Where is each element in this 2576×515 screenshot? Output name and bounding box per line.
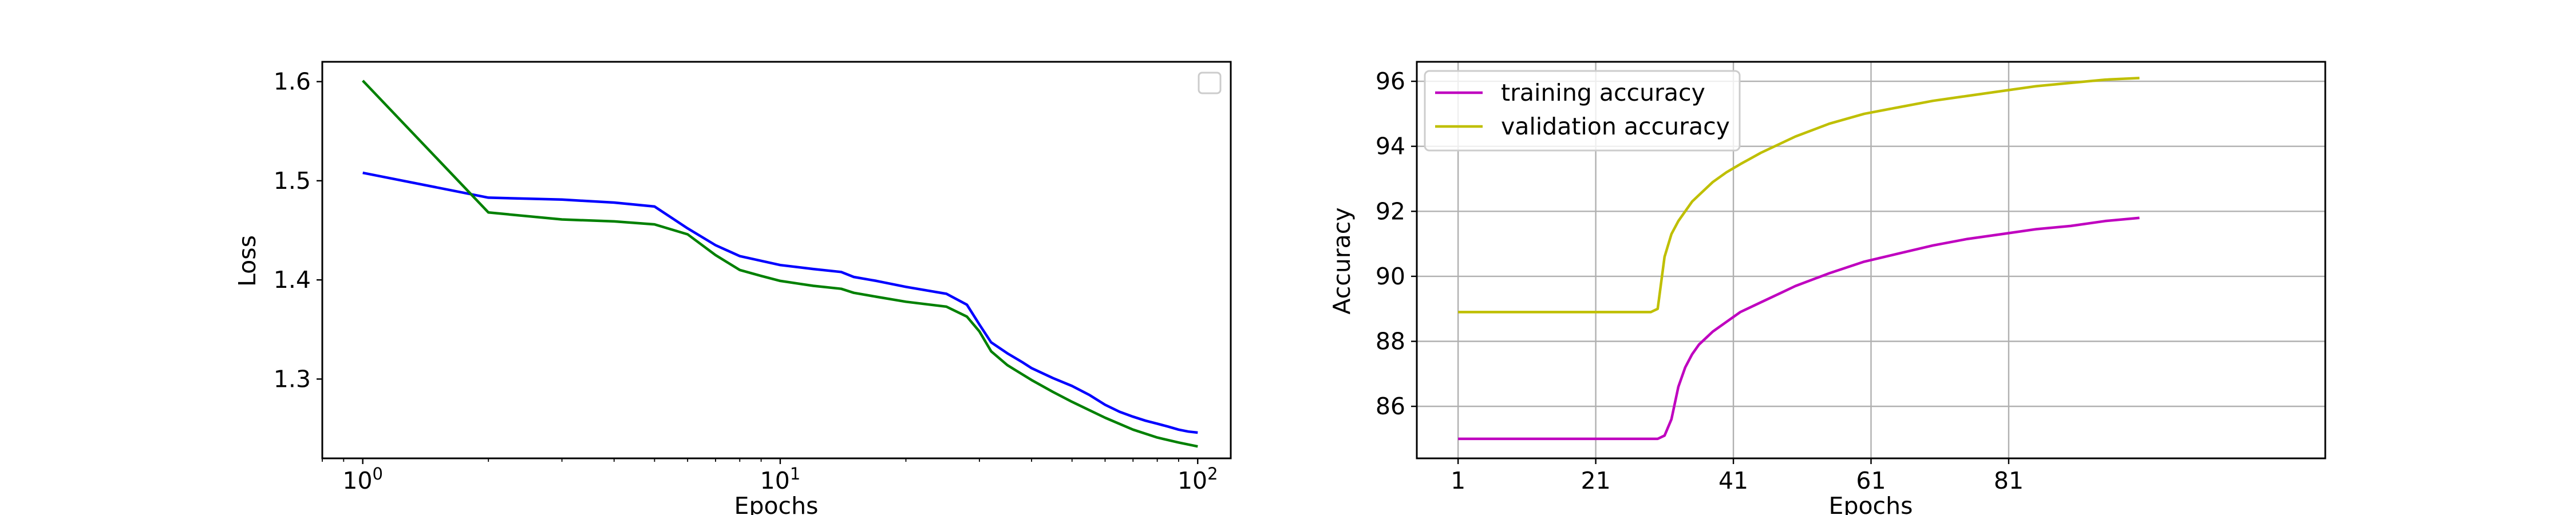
accuracy-y-tick-label: 94	[1376, 133, 1405, 160]
loss-series-line-1	[362, 80, 1198, 448]
accuracy-legend: training accuracy validation accuracy	[1424, 70, 1741, 152]
loss-chart: 100 101 102 1.3 1.4 1.5 1.6 Epochs Loss	[234, 61, 1232, 515]
accuracy-x-axis-label: Epochs	[1829, 492, 1913, 515]
loss-y-ticks: 1.3 1.4 1.5 1.6	[274, 68, 322, 393]
accuracy-y-tick-label: 90	[1376, 263, 1405, 290]
accuracy-y-tick-label: 96	[1376, 68, 1405, 95]
loss-x-axis-label: Epochs	[734, 492, 819, 515]
accuracy-series-group	[1458, 77, 2140, 441]
loss-x-ticks: 100 101 102	[322, 458, 1218, 494]
accuracy-y-tick-label: 92	[1376, 197, 1405, 225]
loss-legend-box	[1198, 72, 1222, 94]
accuracy-x-tick-label: 61	[1856, 467, 1886, 494]
accuracy-x-tick-label: 41	[1718, 467, 1748, 494]
loss-y-tick-label: 1.3	[274, 365, 311, 393]
accuracy-y-tick-label: 86	[1376, 393, 1405, 420]
accuracy-x-tick-label: 1	[1451, 467, 1465, 494]
loss-series-line-0	[362, 171, 1198, 434]
loss-y-tick-label: 1.4	[274, 266, 311, 294]
accuracy-series-line-1	[1458, 77, 2140, 314]
loss-y-tick-label: 1.5	[274, 167, 311, 195]
legend-label-training-accuracy: training accuracy	[1501, 79, 1705, 106]
accuracy-x-tick-label: 21	[1581, 467, 1611, 494]
accuracy-series-line-0	[1458, 216, 2140, 441]
loss-series-group	[362, 80, 1198, 448]
accuracy-y-axis-label: Accuracy	[1328, 207, 1356, 314]
loss-x-tick-label: 102	[1178, 464, 1218, 494]
accuracy-x-tick-label: 81	[1994, 467, 2024, 494]
loss-plot-frame	[321, 61, 1232, 459]
accuracy-legend-box	[1424, 70, 1741, 152]
loss-y-axis-label: Loss	[234, 235, 261, 287]
accuracy-y-ticks: 86 88 90 92 94 96	[1376, 68, 1417, 420]
loss-y-tick-label: 1.6	[274, 68, 311, 96]
accuracy-y-tick-label: 88	[1376, 328, 1405, 355]
accuracy-x-ticks: 1 21 41 61 81	[1451, 458, 2024, 494]
accuracy-chart: 1 21 41 61 81 86 88 90 92 94 96 Epochs Accuracy t…	[1328, 61, 2326, 515]
legend-label-validation-accuracy: validation accuracy	[1501, 113, 1730, 140]
loss-x-tick-label: 100	[342, 464, 383, 494]
loss-x-tick-label: 101	[760, 464, 801, 494]
